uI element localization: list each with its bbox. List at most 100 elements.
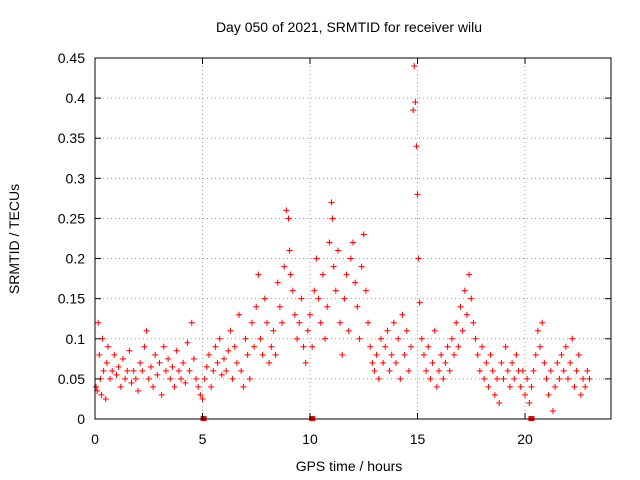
data-point: [524, 375, 531, 382]
data-point: [543, 375, 550, 382]
data-point: [154, 371, 161, 378]
data-point: [365, 319, 372, 326]
data-point: [184, 339, 191, 346]
data-point: [519, 367, 526, 374]
data-point: [313, 255, 320, 262]
data-point: [350, 239, 356, 246]
data-point: [205, 351, 212, 358]
y-tick-label: 0: [77, 411, 85, 427]
data-point: [223, 367, 230, 374]
data-point: [565, 375, 571, 382]
y-tick-label: 0.3: [66, 170, 86, 186]
y-tick-label: 0.25: [58, 210, 85, 226]
data-point: [427, 375, 434, 382]
data-point: [107, 375, 114, 382]
data-point: [240, 383, 247, 390]
data-point: [455, 343, 462, 350]
y-tick-label: 0.05: [58, 371, 85, 387]
y-tick-label: 0.4: [66, 90, 86, 106]
data-point: [103, 359, 110, 366]
data-point: [442, 359, 449, 366]
data-point: [214, 359, 221, 366]
data-point: [575, 351, 582, 358]
data-point: [487, 351, 494, 358]
data-point: [122, 375, 129, 382]
data-point: [356, 335, 363, 342]
data-point: [190, 355, 197, 362]
data-point: [193, 375, 200, 382]
data-point: [362, 287, 369, 294]
data-point: [395, 335, 402, 342]
data-point: [173, 347, 180, 354]
data-point: [210, 367, 217, 374]
x-tick-label: 15: [410, 431, 426, 447]
data-point: [500, 375, 507, 382]
data-point: [300, 343, 307, 350]
data-point: [367, 343, 374, 350]
data-point: [562, 343, 569, 350]
data-point: [315, 295, 322, 302]
data-point: [302, 359, 309, 366]
data-point: [272, 351, 279, 358]
data-point: [466, 271, 473, 278]
plot-frame: [94, 57, 612, 420]
data-point: [415, 255, 422, 262]
data-point: [360, 231, 367, 238]
data-point: [481, 375, 488, 382]
data-point: [511, 375, 518, 382]
data-point: [158, 391, 165, 398]
data-point: [339, 351, 346, 358]
data-point: [537, 343, 544, 350]
data-point: [188, 319, 195, 326]
data-point: [111, 351, 118, 358]
data-point: [416, 299, 423, 306]
data-point: [225, 347, 232, 354]
data-point: [405, 367, 412, 374]
data-point: [294, 335, 301, 342]
data-point: [410, 107, 417, 114]
y-tick-label: 0.35: [58, 130, 85, 146]
data-point: [413, 143, 420, 150]
data-point: [257, 335, 264, 342]
data-point: [334, 247, 341, 254]
data-point: [341, 295, 348, 302]
data-point: [270, 327, 277, 334]
data-point: [412, 99, 419, 106]
data-point: [102, 395, 109, 402]
data-point: [431, 327, 438, 334]
data-point: [229, 375, 236, 382]
data-point: [197, 391, 204, 398]
data-point: [494, 375, 501, 382]
data-point: [337, 319, 344, 326]
data-point: [354, 303, 361, 310]
data-point: [526, 399, 533, 406]
data-point: [259, 351, 266, 358]
data-point: [573, 367, 580, 374]
y-tick-label: 0.15: [58, 291, 85, 307]
x-tick-label: 10: [302, 431, 318, 447]
data-point: [317, 319, 324, 326]
data-point: [483, 359, 490, 366]
data-point: [186, 367, 193, 374]
data-point: [444, 343, 451, 350]
data-point: [479, 343, 485, 350]
data-point: [248, 319, 255, 326]
data-point: [309, 343, 316, 350]
data-point: [498, 359, 505, 366]
data-point: [221, 355, 227, 362]
data-point: [463, 311, 470, 318]
data-point: [261, 295, 268, 302]
data-point: [169, 363, 176, 370]
data-point: [311, 287, 318, 294]
data-point: [150, 383, 157, 390]
data-point: [289, 287, 296, 294]
data-point: [242, 335, 249, 342]
data-point: [539, 319, 546, 326]
data-point: [414, 191, 421, 198]
data-point: [506, 383, 513, 390]
data-point: [375, 375, 382, 382]
x-tick-label: 20: [517, 431, 533, 447]
data-point: [113, 371, 120, 378]
axis-ticks: 0 0.05 0.1 0.15 0.2 0.25 0.3 0.35 0.4 0.45 0 5 10 15 2…: [58, 50, 611, 447]
